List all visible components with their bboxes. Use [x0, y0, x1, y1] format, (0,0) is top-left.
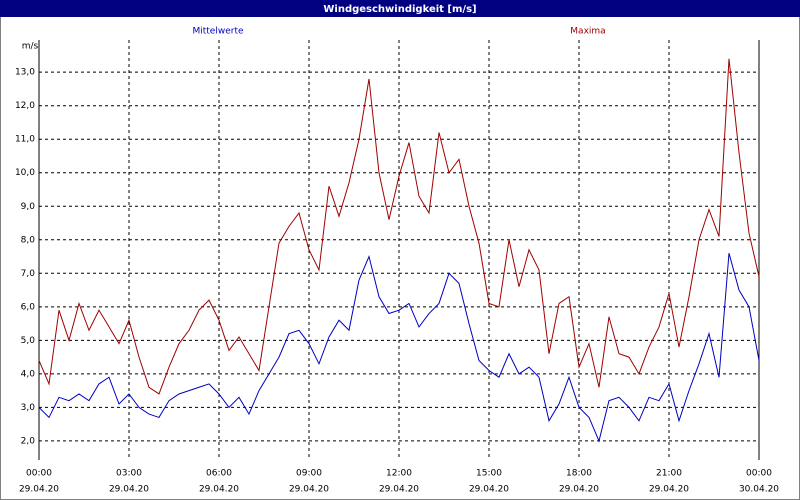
x-tick-label: 12:00	[386, 469, 412, 479]
y-tick-label: 11,0	[15, 135, 35, 145]
x-tick-label: 06:00	[206, 469, 232, 479]
x-tick-date: 30.04.20	[739, 485, 779, 495]
y-tick-label: 10,0	[15, 168, 35, 178]
x-tick-label: 15:00	[476, 469, 502, 479]
y-tick-label: 13,0	[15, 68, 35, 78]
y-tick-label: 2,0	[21, 436, 36, 446]
x-tick-label: 09:00	[296, 469, 322, 479]
x-tick-label: 21:00	[656, 469, 682, 479]
x-tick-date: 29.04.20	[19, 485, 59, 495]
y-tick-label: 9,0	[21, 202, 36, 212]
y-tick-label: 6,0	[21, 302, 36, 312]
x-tick-label: 00:00	[26, 469, 52, 479]
y-tick-label: 7,0	[21, 269, 36, 279]
y-tick-label: 3,0	[21, 403, 36, 413]
y-tick-label: 12,0	[15, 101, 35, 111]
x-tick-label: 18:00	[566, 469, 592, 479]
y-tick-label: 8,0	[21, 235, 36, 245]
x-tick-date: 29.04.20	[199, 485, 239, 495]
data-line	[38, 253, 760, 443]
y-axis-label: m/s	[22, 42, 39, 52]
y-tick-label: 5,0	[21, 336, 36, 346]
x-tick-label: 03:00	[116, 469, 142, 479]
x-tick-date: 29.04.20	[289, 485, 329, 495]
legend-label: Mittelwerte	[192, 27, 243, 37]
x-tick-date: 29.04.20	[559, 485, 599, 495]
x-tick-date: 29.04.20	[379, 485, 419, 495]
x-tick-date: 29.04.20	[109, 485, 149, 495]
x-tick-date: 29.04.20	[469, 485, 509, 495]
x-tick-date: 29.04.20	[649, 485, 689, 495]
x-tick-label: 00:00	[746, 469, 772, 479]
data-line	[38, 58, 760, 395]
legend-label: Maxima	[570, 27, 605, 37]
title-bar	[0, 0, 800, 17]
y-tick-label: 4,0	[21, 369, 36, 379]
chart-title: Windgeschwindigkeit [m/s]	[323, 4, 476, 15]
